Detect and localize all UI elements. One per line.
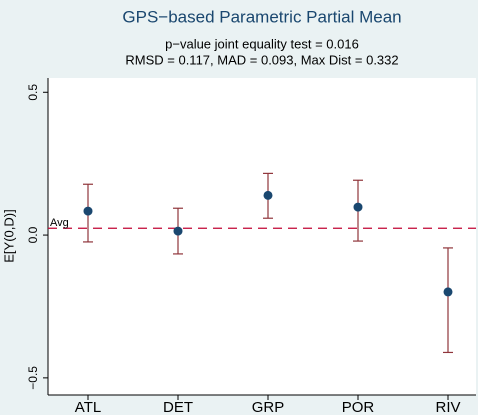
subtitle: RMSD = 0.117, MAD = 0.093, Max Dist = 0.…: [125, 52, 398, 67]
x-tick-label: RIV: [435, 399, 460, 415]
x-tick-label: ATL: [75, 399, 101, 415]
subtitle: p−value joint equality test = 0.016: [165, 36, 359, 51]
y-tick-label: 0.0: [26, 226, 40, 243]
point: [443, 287, 453, 297]
point: [353, 202, 363, 212]
point: [263, 190, 273, 200]
x-tick-label: GRP: [252, 399, 285, 415]
plot-area: [48, 78, 476, 395]
y-tick-label: 0.5: [26, 84, 40, 101]
x-tick-label: DET: [163, 399, 193, 415]
chart-title: GPS−based Parametric Partial Mean: [122, 7, 401, 26]
y-tick-label: −0.5: [26, 366, 40, 390]
avg-label: Avg: [50, 217, 69, 229]
y-axis-label: E[Y(0,D)]: [1, 209, 16, 262]
point: [83, 206, 93, 216]
point: [173, 226, 183, 236]
x-tick-label: POR: [342, 399, 375, 415]
